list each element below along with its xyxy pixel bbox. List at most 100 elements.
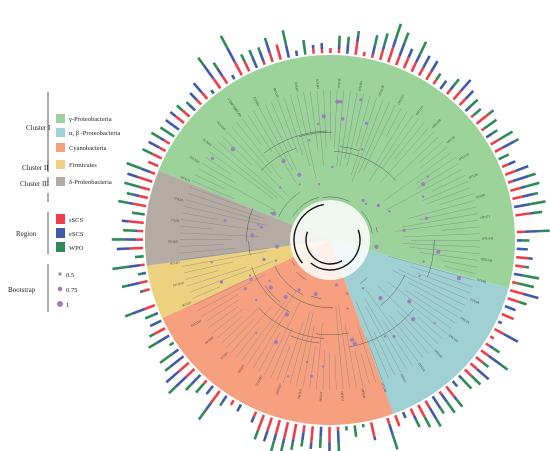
region-bar (128, 263, 141, 269)
tree-branch (408, 200, 475, 219)
bootstrap-dot (249, 277, 253, 281)
region-bar (233, 61, 243, 76)
tree-branch (226, 131, 288, 196)
tree-branch (204, 156, 232, 175)
region-bar (381, 44, 386, 51)
tree-arc (340, 146, 360, 151)
tree-branch (230, 306, 272, 353)
tree-arc (264, 130, 328, 154)
swatch-delta-proteobacteria (56, 177, 65, 186)
tip-label: OTU21 (399, 373, 407, 384)
region-bar (513, 272, 524, 277)
region-bar (185, 101, 191, 106)
region-bar (216, 67, 224, 77)
tip-label: OTU48 (469, 297, 480, 305)
region-bar (163, 139, 171, 145)
bootstrap-dot (279, 186, 282, 189)
region-bar (394, 23, 403, 39)
legend-bootstrap-1: 1 (66, 302, 69, 309)
region-bar (268, 52, 274, 63)
legend-item-firmicutes: Firmicutes (69, 162, 97, 169)
region-bar (263, 37, 268, 43)
tree-branch (374, 111, 408, 166)
region-bar (168, 386, 177, 395)
region-bar (253, 430, 260, 440)
tip-label: OTU133 (216, 120, 227, 131)
bootstrap-marker-075 (57, 286, 63, 292)
region-bar (240, 53, 246, 63)
region-bar (353, 425, 358, 437)
region-bar (301, 432, 305, 441)
tree-arc (298, 131, 333, 137)
tree-branch (316, 322, 323, 390)
region-bar (485, 132, 493, 139)
tree-branch (338, 303, 350, 389)
bootstrap-dot (374, 244, 379, 249)
bootstrap-dot (376, 203, 380, 207)
tree-branch (189, 261, 273, 293)
tree-branch (258, 332, 281, 372)
bootstrap-dot (411, 317, 416, 322)
tree-branch (185, 199, 260, 221)
region-bar (250, 55, 259, 69)
bootstrap-dot (274, 244, 280, 249)
region-bar (302, 39, 307, 55)
region-bar (424, 400, 431, 409)
tip-label: OTU20 (446, 135, 456, 145)
region-bar (439, 79, 448, 90)
region-bar (488, 344, 495, 350)
tree-branch (212, 308, 244, 334)
tip-label: OTU145 (482, 236, 494, 240)
region-bar (300, 439, 304, 447)
tree-branch (426, 187, 471, 205)
tree-branch (368, 114, 414, 182)
tree-branch (419, 206, 477, 221)
region-bar (159, 136, 165, 142)
tree-branch (355, 95, 371, 147)
tree-branch (387, 281, 452, 329)
tip-label: OTU112 (188, 155, 200, 164)
region-bar (262, 430, 269, 442)
region-bar (522, 292, 539, 300)
bootstrap-dot (219, 280, 224, 284)
region-bar (272, 433, 278, 442)
tree-branch (357, 325, 377, 383)
region-bar (282, 421, 290, 439)
region-bar (175, 104, 184, 112)
tree-branch (303, 92, 312, 136)
tree-branch (334, 90, 338, 148)
tree-arc (296, 271, 307, 281)
tip-label: OTU19 (460, 316, 471, 325)
bootstrap-dot (378, 296, 383, 301)
bootstrap-dot (250, 233, 255, 238)
region-bar (415, 53, 422, 63)
bootstrap-dot (243, 287, 247, 291)
tree-branch (194, 278, 249, 305)
tree-arc (248, 240, 251, 256)
bootstrap-dot (364, 202, 368, 206)
region-bar (475, 355, 485, 364)
region-bar (464, 89, 475, 100)
region-bar (127, 201, 134, 206)
region-bar (480, 349, 490, 357)
region-bar (181, 109, 191, 118)
region-bar (137, 272, 143, 276)
region-bar (522, 192, 535, 198)
legend-item-gamma: γ-Proteobacteria (68, 116, 112, 123)
region-bar (517, 282, 535, 289)
swatch-firmicutes (56, 160, 65, 169)
region-bar (485, 342, 491, 348)
region-bar (112, 265, 129, 271)
region-bar (269, 440, 276, 451)
region-bar (470, 114, 475, 119)
region-bar (487, 109, 495, 116)
tip-label: OTU74 (202, 137, 212, 146)
region-bar (133, 193, 140, 198)
region-bar (189, 92, 198, 101)
legend-item-alpha-beta: α, β -Proteobacteria (69, 130, 120, 137)
region-bar (463, 368, 473, 377)
region-bar (149, 319, 162, 328)
bootstrap-dot (308, 139, 311, 142)
region-bar (470, 374, 482, 386)
